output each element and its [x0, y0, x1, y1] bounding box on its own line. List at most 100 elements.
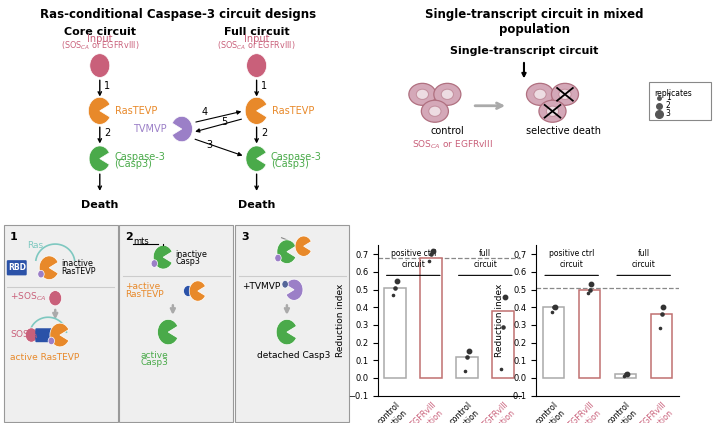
Text: Core circuit: Core circuit — [64, 27, 136, 38]
Ellipse shape — [526, 83, 554, 105]
Ellipse shape — [546, 106, 559, 116]
Wedge shape — [246, 146, 266, 171]
Text: Death: Death — [238, 200, 275, 210]
Ellipse shape — [434, 83, 461, 105]
Wedge shape — [277, 240, 296, 264]
Circle shape — [48, 337, 55, 345]
Text: (Casp3): (Casp3) — [271, 159, 309, 169]
Wedge shape — [89, 146, 109, 171]
Text: +active: +active — [125, 282, 161, 291]
Wedge shape — [246, 97, 266, 124]
Circle shape — [25, 328, 37, 342]
Text: 1: 1 — [666, 93, 670, 102]
Wedge shape — [286, 279, 303, 300]
Text: active RasTEVP: active RasTEVP — [10, 353, 79, 362]
Text: inactive: inactive — [176, 250, 207, 259]
Text: mts: mts — [134, 236, 150, 246]
Circle shape — [49, 291, 62, 306]
FancyBboxPatch shape — [649, 82, 711, 120]
Bar — [456, 357, 478, 378]
Wedge shape — [153, 245, 172, 269]
Text: RasTEVP: RasTEVP — [114, 106, 157, 116]
Text: RBD: RBD — [8, 263, 26, 272]
FancyBboxPatch shape — [120, 225, 233, 422]
Y-axis label: Reduction index: Reduction index — [495, 284, 504, 357]
FancyBboxPatch shape — [4, 225, 117, 422]
Ellipse shape — [559, 89, 571, 99]
Text: detached Casp3: detached Casp3 — [256, 351, 330, 360]
FancyBboxPatch shape — [6, 260, 27, 275]
Text: active: active — [141, 351, 168, 360]
Circle shape — [37, 270, 44, 278]
Text: positive ctrl
circuit: positive ctrl circuit — [549, 249, 595, 269]
Text: +SOS$_{CA}$: +SOS$_{CA}$ — [10, 291, 46, 303]
Bar — [420, 258, 442, 378]
Text: 1: 1 — [104, 81, 110, 91]
Ellipse shape — [409, 83, 436, 105]
FancyBboxPatch shape — [35, 328, 53, 342]
Wedge shape — [295, 236, 311, 256]
Text: Input: Input — [244, 34, 269, 44]
Text: 1: 1 — [261, 81, 267, 91]
Bar — [492, 311, 514, 378]
Text: 2: 2 — [261, 128, 267, 138]
Text: SOS$_{CA}$: SOS$_{CA}$ — [10, 329, 39, 341]
Text: positive ctrl
circuit: positive ctrl circuit — [390, 249, 436, 269]
Bar — [615, 374, 636, 378]
Bar — [384, 288, 406, 378]
Ellipse shape — [429, 106, 441, 116]
Text: replicates: replicates — [654, 89, 692, 98]
Text: RasTEVP: RasTEVP — [271, 106, 314, 116]
Text: Casp3: Casp3 — [141, 358, 168, 368]
Circle shape — [151, 260, 158, 267]
Wedge shape — [50, 323, 68, 347]
Circle shape — [247, 54, 266, 77]
Text: TVMVP: TVMVP — [133, 124, 167, 134]
Ellipse shape — [534, 89, 546, 99]
Bar — [579, 289, 600, 378]
Wedge shape — [158, 319, 178, 345]
Text: 3: 3 — [207, 140, 213, 150]
Wedge shape — [276, 319, 297, 345]
Text: (SOS$_{CA}$ or EGFRvIII): (SOS$_{CA}$ or EGFRvIII) — [217, 39, 296, 52]
Text: Ras-conditional Caspase-3 circuit designs: Ras-conditional Caspase-3 circuit design… — [40, 8, 316, 21]
Text: 2: 2 — [125, 232, 133, 242]
Text: control: control — [431, 126, 464, 136]
Text: Ras: Ras — [27, 241, 44, 250]
Text: 1: 1 — [9, 232, 17, 242]
Text: selective death: selective death — [526, 126, 600, 136]
Text: Single-transcript circuit: Single-transcript circuit — [450, 46, 598, 56]
Text: +TVMVP: +TVMVP — [242, 282, 280, 291]
Text: Caspase-3: Caspase-3 — [271, 151, 322, 162]
Ellipse shape — [552, 83, 578, 105]
Ellipse shape — [441, 89, 454, 99]
Text: Single-transcript circuit in mixed
population: Single-transcript circuit in mixed popul… — [426, 8, 644, 36]
Wedge shape — [39, 256, 58, 280]
Wedge shape — [189, 281, 205, 301]
Text: Full circuit: Full circuit — [224, 27, 289, 38]
Text: full
circuit: full circuit — [473, 249, 498, 269]
Wedge shape — [172, 116, 192, 142]
FancyBboxPatch shape — [235, 225, 349, 422]
Ellipse shape — [416, 89, 428, 99]
Circle shape — [282, 280, 288, 288]
Text: 4: 4 — [202, 107, 207, 117]
Ellipse shape — [421, 100, 449, 122]
Text: Death: Death — [81, 200, 119, 210]
Text: 3: 3 — [241, 232, 249, 242]
Circle shape — [184, 286, 193, 297]
Text: full
circuit: full circuit — [631, 249, 656, 269]
Circle shape — [90, 54, 109, 77]
Text: inactive: inactive — [61, 259, 93, 269]
Text: 3: 3 — [666, 109, 671, 118]
Text: RasTEVP: RasTEVP — [61, 266, 96, 276]
Text: 2: 2 — [104, 128, 110, 138]
Wedge shape — [89, 97, 110, 124]
Text: (SOS$_{CA}$ or EGFRvIII): (SOS$_{CA}$ or EGFRvIII) — [60, 39, 139, 52]
Ellipse shape — [539, 100, 566, 122]
Bar — [543, 307, 564, 378]
Bar — [651, 314, 672, 378]
Text: 2: 2 — [666, 101, 670, 110]
Text: RasTEVP: RasTEVP — [125, 290, 164, 299]
Text: 5: 5 — [221, 117, 228, 127]
